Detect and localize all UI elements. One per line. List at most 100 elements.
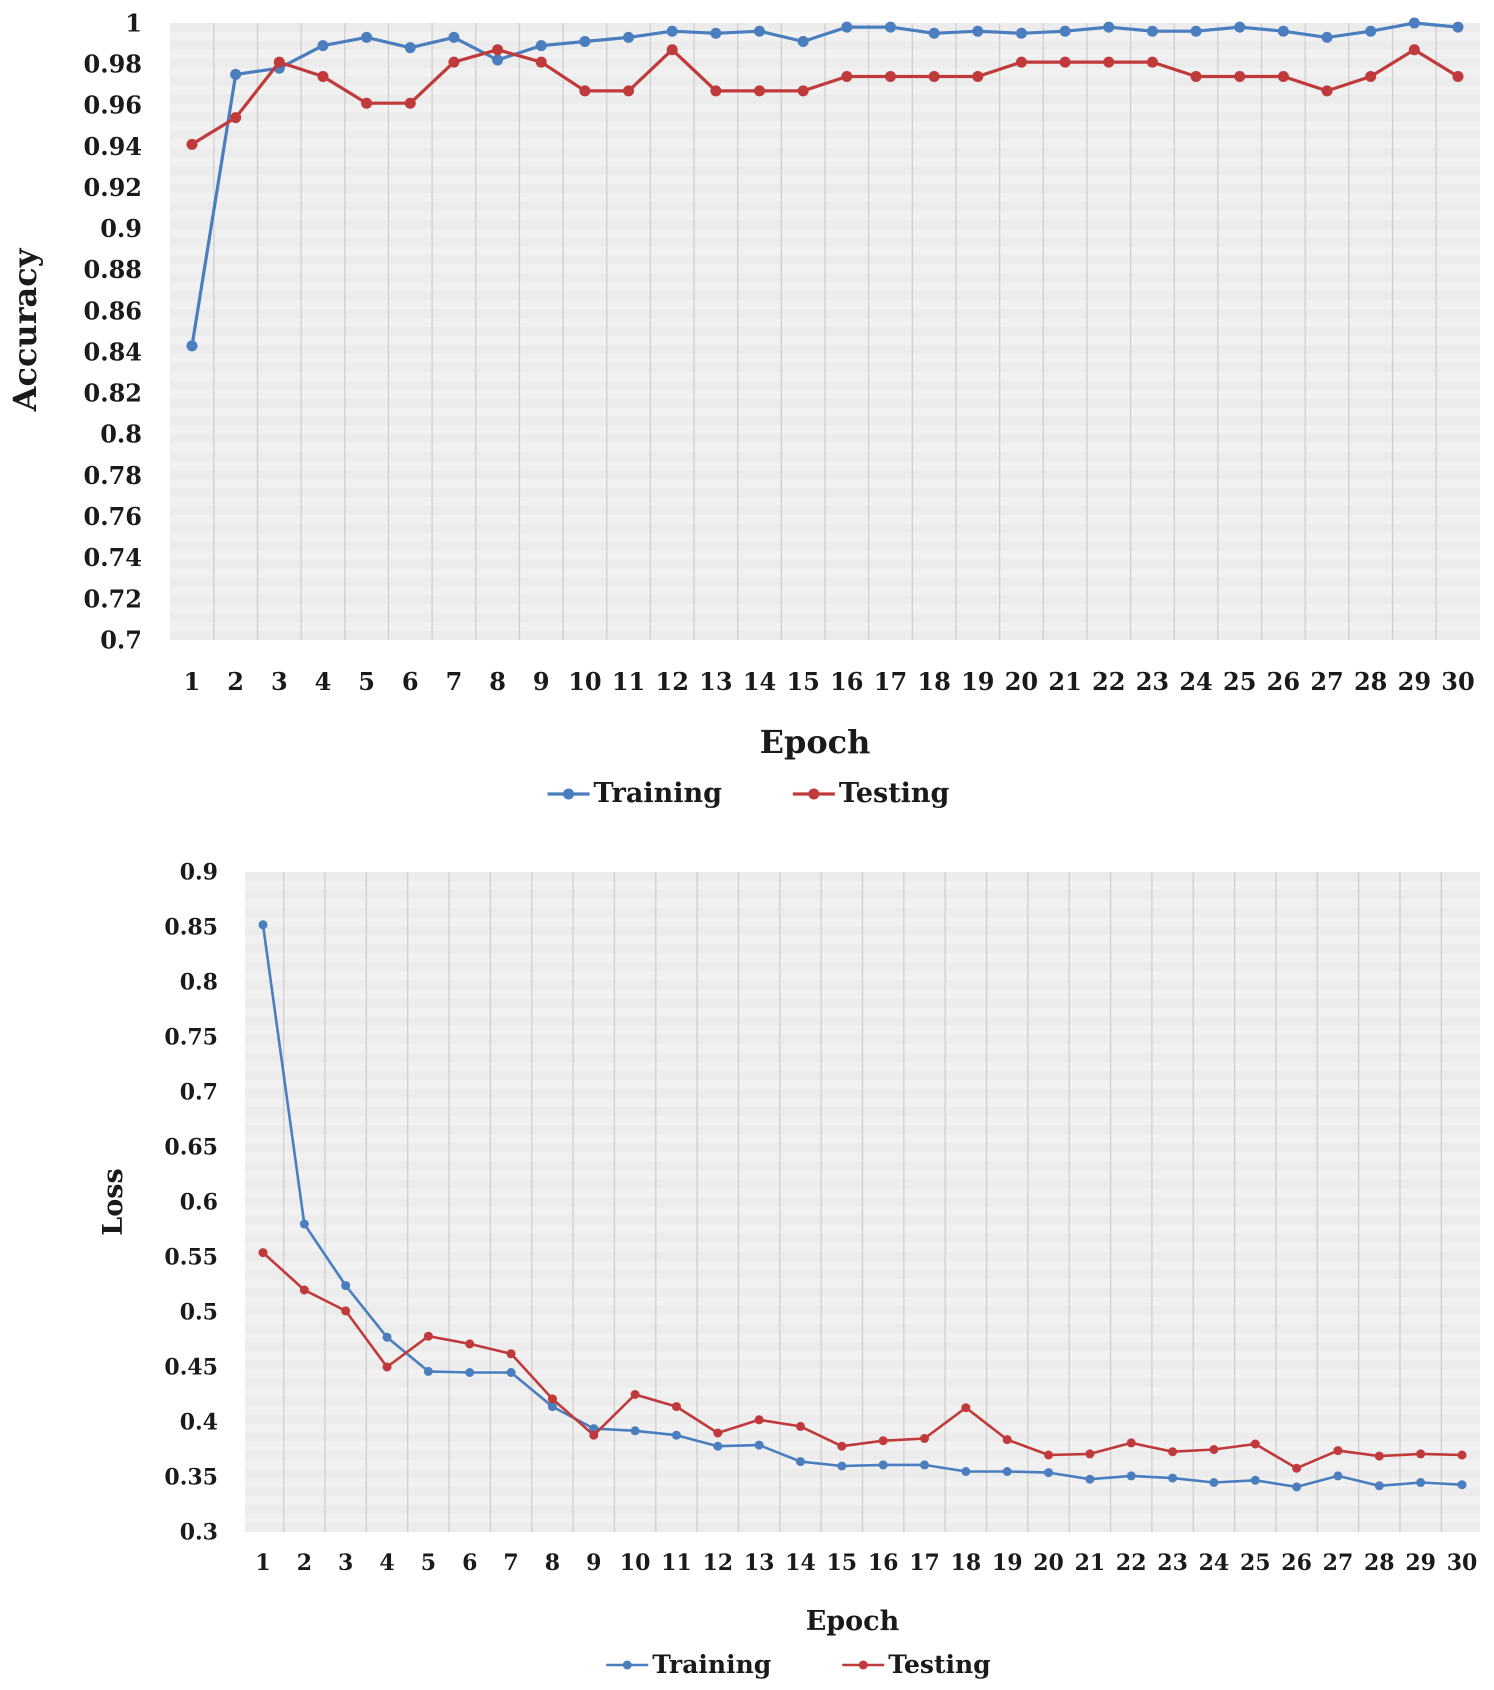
data-point-training <box>1234 21 1246 33</box>
x-tick-label: 10 <box>568 667 601 696</box>
data-point-testing <box>710 85 722 97</box>
y-tick-label: 0.88 <box>84 255 142 284</box>
data-point-testing <box>841 70 853 82</box>
data-point-testing <box>1321 85 1333 97</box>
data-point-testing <box>547 1394 557 1404</box>
data-point-testing <box>623 85 635 97</box>
data-point-testing <box>1103 56 1115 68</box>
y-tick-label: 0.8 <box>180 970 218 996</box>
data-point-testing <box>1250 1439 1260 1449</box>
x-tick-label: 27 <box>1310 667 1343 696</box>
data-point-testing <box>666 44 678 56</box>
data-point-testing <box>797 85 809 97</box>
data-point-testing <box>1059 56 1071 68</box>
data-point-testing <box>465 1339 475 1349</box>
x-tick-label: 10 <box>620 1550 651 1576</box>
x-tick-label: 5 <box>421 1550 436 1576</box>
data-point-testing <box>1209 1445 1219 1454</box>
data-point-testing <box>837 1441 847 1451</box>
y-axis-title: Loss <box>98 1168 129 1235</box>
data-point-training <box>1416 1478 1426 1487</box>
data-point-training <box>361 31 373 43</box>
x-tick-label: 27 <box>1323 1550 1354 1576</box>
x-tick-label: 30 <box>1447 1550 1478 1576</box>
y-tick-label: 0.98 <box>84 50 142 79</box>
x-tick-label: 7 <box>446 667 463 696</box>
data-point-training <box>579 36 591 48</box>
data-point-training <box>535 40 547 52</box>
data-point-testing <box>341 1306 351 1316</box>
data-point-testing <box>404 97 416 109</box>
series-line-testing <box>191 48 1459 146</box>
data-point-training <box>1126 1471 1136 1481</box>
y-tick-label: 0.5 <box>180 1300 218 1326</box>
data-point-training <box>1277 25 1289 37</box>
legend-label-testing: Testing <box>839 778 950 809</box>
data-point-training <box>1168 1473 1178 1483</box>
data-point-testing <box>535 56 547 68</box>
data-point-training <box>1457 1480 1467 1490</box>
x-tick-label: 12 <box>702 1550 733 1576</box>
legend-marker-testing <box>808 788 820 800</box>
x-tick-label: 3 <box>338 1550 353 1576</box>
data-point-testing <box>1292 1463 1302 1473</box>
data-point-testing <box>1365 70 1377 82</box>
data-point-training <box>230 68 242 80</box>
data-point-training <box>920 1460 930 1470</box>
data-point-testing <box>1452 70 1464 82</box>
data-point-testing <box>928 70 940 82</box>
data-point-training <box>1085 1474 1095 1484</box>
data-point-testing <box>630 1390 640 1399</box>
legend-label-testing: Testing <box>888 1650 990 1679</box>
data-point-training <box>1059 25 1071 37</box>
data-point-training <box>186 340 198 352</box>
data-point-training <box>1374 1481 1384 1491</box>
x-tick-label: 14 <box>785 1550 816 1576</box>
x-tick-label: 24 <box>1179 667 1212 696</box>
data-point-testing <box>506 1349 516 1359</box>
data-point-testing <box>878 1436 888 1446</box>
data-point-testing <box>579 85 591 97</box>
series-line-training <box>190 21 1459 347</box>
data-point-training <box>299 1219 309 1229</box>
data-point-training <box>666 25 678 37</box>
data-point-testing <box>492 44 504 56</box>
x-tick-label: 23 <box>1157 1550 1188 1576</box>
data-point-training <box>1365 25 1377 37</box>
x-tick-label: 7 <box>503 1550 518 1576</box>
x-tick-label: 9 <box>533 667 550 696</box>
data-point-testing <box>299 1285 309 1295</box>
x-tick-label: 20 <box>1005 667 1038 696</box>
y-tick-label: 0.84 <box>84 337 142 366</box>
y-axis-title: Accuracy <box>6 247 44 412</box>
x-tick-label: 24 <box>1199 1550 1230 1576</box>
y-tick-label: 0.82 <box>84 379 142 408</box>
x-tick-label: 15 <box>827 1550 858 1576</box>
x-tick-label: 13 <box>744 1550 775 1576</box>
data-point-training <box>1015 27 1027 39</box>
data-point-training <box>448 31 460 43</box>
data-point-training <box>1250 1475 1260 1485</box>
x-tick-label: 30 <box>1441 667 1474 696</box>
data-point-testing <box>1457 1450 1467 1460</box>
data-point-training <box>623 31 635 43</box>
data-point-training <box>1292 1482 1302 1492</box>
data-point-training <box>928 27 940 39</box>
data-point-training <box>797 36 809 48</box>
data-point-training <box>841 21 853 33</box>
x-tick-label: 11 <box>612 667 645 696</box>
data-point-testing <box>1044 1450 1054 1460</box>
data-point-testing <box>1333 1446 1343 1456</box>
data-point-training <box>1333 1471 1343 1481</box>
data-point-training <box>1321 31 1333 43</box>
data-point-testing <box>920 1434 930 1443</box>
data-point-training <box>1002 1467 1012 1476</box>
x-tick-label: 26 <box>1267 667 1300 696</box>
x-tick-label: 25 <box>1223 667 1256 696</box>
data-point-testing <box>448 56 460 68</box>
x-tick-label: 17 <box>909 1550 940 1576</box>
legend-label-training: Training <box>652 1650 771 1679</box>
y-tick-label: 0.72 <box>84 584 142 613</box>
x-tick-label: 16 <box>868 1550 899 1576</box>
